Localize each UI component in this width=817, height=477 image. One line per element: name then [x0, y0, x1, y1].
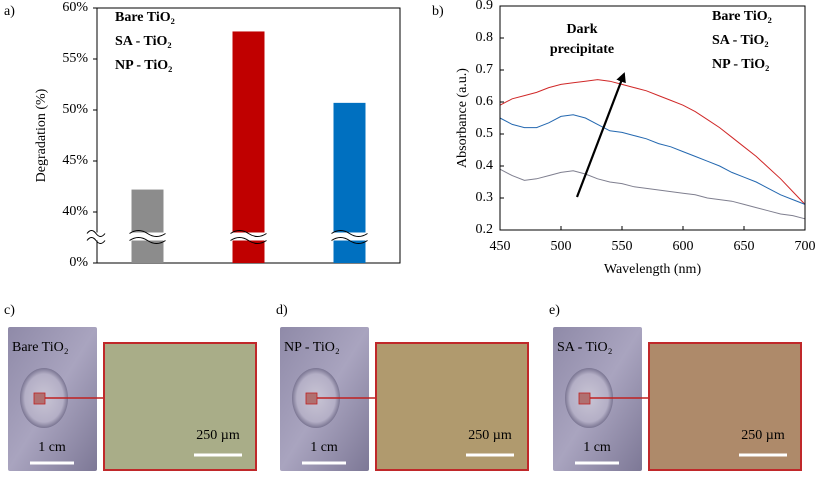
sample-label: NP - TiO₂: [284, 340, 340, 355]
legend-label: NP - TiO₂: [115, 58, 172, 73]
panel-label: c): [4, 303, 15, 318]
scale-label: 250 µm: [196, 428, 240, 443]
scale-label: 250 µm: [468, 428, 512, 443]
sample-label: Bare TiO₂: [12, 340, 69, 355]
y-tick-label: 40%: [62, 204, 88, 219]
y-tick-label: 0.7: [476, 62, 494, 77]
scale-label: 1 cm: [310, 440, 338, 455]
y-tick-label: 0.8: [476, 30, 494, 45]
axis-break: [331, 230, 368, 237]
line-series: [499, 114, 806, 205]
legend-label: Bare TiO₂: [115, 10, 175, 25]
x-tick-label: 550: [612, 239, 633, 254]
axis-break-gap: [230, 232, 267, 241]
plot-frame: [499, 5, 806, 231]
axis-break-gap: [87, 232, 105, 241]
legend-label: SA - TiO₂: [115, 34, 172, 49]
axis-break: [86, 237, 106, 244]
annotation-arrow: [575, 72, 626, 198]
panel-label: e): [549, 303, 560, 318]
y-axis-label: Degradation (%): [34, 88, 49, 182]
micrograph: [103, 342, 257, 471]
x-tick-label: 700: [795, 239, 816, 254]
micrograph: [375, 342, 529, 471]
micrograph: [648, 342, 802, 471]
axis-break: [86, 230, 106, 237]
line-series: [499, 79, 806, 205]
y-tick-label: 0.3: [476, 190, 494, 205]
legend-label: SA - TiO₂: [712, 33, 769, 48]
x-tick-label: 650: [734, 239, 755, 254]
x-tick-label: 600: [673, 239, 694, 254]
sample-region: [578, 392, 591, 405]
scale-label: 250 µm: [741, 428, 785, 443]
sample-region: [305, 392, 318, 405]
sample-label: SA - TiO₂: [557, 340, 613, 355]
line-series: [499, 168, 806, 220]
y-tick-label: 0.4: [476, 158, 494, 173]
panel-label: b): [432, 4, 444, 19]
panel-label: d): [276, 303, 288, 318]
bar: [232, 31, 265, 264]
y-axis-label: Absorbance (a.u.): [455, 68, 470, 168]
x-tick-label: 500: [551, 239, 572, 254]
axis-break: [331, 237, 368, 244]
y-tick-label: 0.6: [476, 94, 494, 109]
legend-label: Bare TiO₂: [712, 9, 772, 24]
x-axis-label: Wavelength (nm): [604, 262, 702, 277]
axis-break-gap: [331, 232, 368, 241]
axis-break: [129, 230, 166, 237]
annotation: Dark precipitate: [550, 22, 614, 57]
y-tick-label: 0.5: [476, 126, 494, 141]
legend-label: NP - TiO₂: [712, 57, 769, 72]
panel-label: a): [4, 4, 15, 19]
y-tick-label: 0.2: [476, 222, 494, 237]
scale-label: 1 cm: [38, 440, 66, 455]
y-tick-label: 60%: [62, 0, 88, 15]
axis-break: [230, 230, 267, 237]
bar: [131, 189, 164, 263]
axis-break: [129, 237, 166, 244]
axis-break: [230, 237, 267, 244]
x-tick-label: 450: [490, 239, 511, 254]
y-tick-label: 0%: [69, 255, 88, 270]
axis-break-gap: [129, 232, 166, 241]
scale-label: 1 cm: [583, 440, 611, 455]
y-tick-label: 55%: [62, 51, 88, 66]
y-tick-label: 45%: [62, 153, 88, 168]
sample-region: [33, 392, 46, 405]
y-tick-label: 50%: [62, 102, 88, 117]
y-tick-label: 0.9: [476, 0, 494, 13]
